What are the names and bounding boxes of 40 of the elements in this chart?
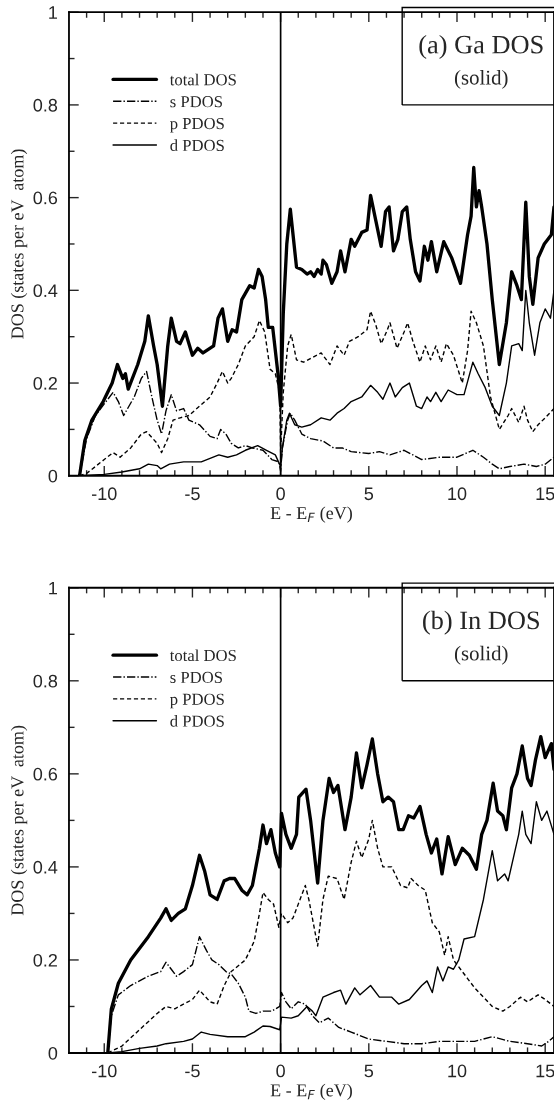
y-tick-label: 0	[48, 1046, 58, 1060]
x-tick-label: -10	[92, 1064, 117, 1078]
y-tick-label: 1	[49, 6, 57, 19]
y-axis-title: DOS (states per eV atom)	[10, 149, 28, 339]
x-axis-title: E - E$_{F}$ (eV)	[270, 1083, 352, 1101]
y-tick-label: 0.4	[33, 860, 58, 874]
text: (a) Ga DOS	[419, 35, 543, 59]
x-axis-title: E - E$_{F}$ (eV)	[270, 506, 352, 523]
x-tick-label: -10	[92, 487, 117, 501]
legend-label: d PDOS	[170, 715, 224, 727]
legend-label: p PDOS	[170, 693, 224, 709]
x-tick-label: 0	[276, 1064, 285, 1078]
y-tick-label: 0.2	[33, 953, 57, 967]
legend-label: total DOS	[169, 73, 236, 86]
legend-label: s PDOS	[170, 671, 222, 684]
legend-label: p PDOS	[170, 117, 224, 133]
y-tick-label: 0.6	[33, 767, 58, 781]
legend-label: d PDOS	[170, 139, 224, 152]
text: (solid)	[454, 69, 508, 89]
y-tick-label: 0.6	[33, 191, 58, 205]
y-tick-label: 0.2	[33, 376, 57, 390]
x-tick-label: 15	[536, 487, 554, 501]
x-tick-label: 15	[536, 1064, 554, 1078]
x-tick-label: 10	[448, 487, 467, 501]
y-tick-label: 0	[48, 469, 58, 483]
y-tick-label: 1	[49, 581, 57, 595]
y-axis-title: DOS (states per eV atom)	[10, 725, 28, 916]
x-tick-label: -5	[185, 487, 200, 501]
legend-label: s PDOS	[170, 96, 222, 108]
text: (b) In DOS	[423, 610, 539, 635]
x-tick-label: 10	[448, 1064, 467, 1078]
x-tick-label: 0	[276, 487, 285, 501]
y-tick-label: 0.4	[33, 284, 58, 298]
x-tick-label: -5	[185, 1064, 200, 1078]
x-tick-label: 5	[364, 487, 374, 501]
y-tick-label: 0.8	[33, 674, 58, 688]
legend-label: total DOS	[169, 649, 236, 662]
x-tick-label: 5	[364, 1064, 374, 1078]
y-tick-label: 0.8	[33, 98, 58, 112]
text: (solid)	[454, 645, 508, 665]
